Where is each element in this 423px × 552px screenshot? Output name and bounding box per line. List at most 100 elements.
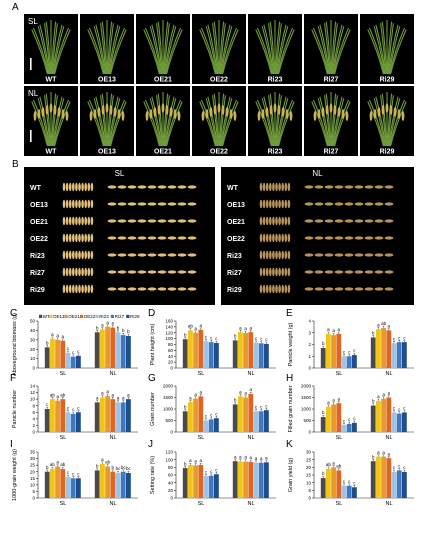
plant-label: Ri29 — [380, 77, 395, 84]
panel-letter: D — [148, 308, 155, 319]
plant-label: OE13 — [98, 77, 116, 84]
y-tick-label: 15 — [306, 473, 312, 478]
y-tick-label: 500 — [165, 418, 173, 423]
y-tick-label: 2000 — [301, 384, 312, 389]
y-tick-label: 5 — [32, 489, 35, 494]
legend-item: WT — [39, 314, 50, 319]
bar — [60, 340, 66, 368]
bar — [182, 468, 188, 498]
significance-label: c — [343, 349, 346, 354]
bar — [396, 413, 402, 432]
row-label: OE13 — [227, 202, 245, 209]
significance-label: a — [200, 458, 203, 463]
bar — [264, 343, 269, 368]
significance-label: a — [200, 323, 203, 328]
y-tick-label: 0 — [170, 430, 173, 435]
bar — [193, 332, 198, 368]
bar — [341, 356, 347, 368]
x-tick-label: SL — [60, 501, 67, 507]
significance-label: a — [194, 459, 197, 464]
x-tick-label: SL — [336, 435, 343, 441]
scale-bar — [30, 130, 32, 142]
panel-letter: H — [286, 373, 293, 384]
bar — [341, 425, 347, 432]
plant-label: WT — [46, 77, 58, 84]
significance-label: b — [122, 328, 125, 333]
x-tick-label: SL — [336, 501, 343, 507]
significance-label: c — [210, 335, 213, 340]
bar — [70, 413, 76, 432]
significance-label: a — [327, 327, 330, 332]
x-tick-label: NL — [109, 501, 116, 507]
grain-photo: SL WT OE13 OE21 OE22 Ri23 Ri27 Ri29 — [24, 167, 215, 305]
significance-label: b — [372, 454, 375, 459]
y-axis-label: Panicle weight (g) — [288, 322, 294, 366]
significance-label: c — [343, 418, 346, 423]
bar — [248, 461, 254, 498]
significance-label: c — [205, 414, 208, 419]
bar — [126, 473, 131, 498]
significance-label: b — [96, 464, 99, 469]
panel-letter: J — [148, 439, 153, 450]
legend-label: OE13 — [53, 314, 65, 319]
significance-label: b — [322, 341, 325, 346]
section-label: SL — [115, 169, 125, 178]
y-tick-label: 2 — [32, 423, 35, 428]
y-tick-label: 30 — [306, 450, 312, 455]
y-tick-label: 4 — [32, 416, 35, 421]
plant-photo: OE13 — [80, 14, 134, 84]
row-label: Ri29 — [227, 287, 242, 294]
significance-label: b — [46, 465, 49, 470]
legend-label: WT — [43, 314, 50, 319]
bar — [352, 422, 357, 432]
bar — [55, 466, 60, 498]
plant-photo: OE21 — [136, 14, 190, 84]
significance-label: a — [117, 396, 120, 401]
bar — [110, 327, 116, 368]
y-tick-label: 1500 — [163, 395, 174, 400]
bar — [208, 342, 214, 368]
bar — [115, 473, 121, 498]
significance-label: a — [377, 394, 380, 399]
plant-photo: OE13 — [80, 86, 134, 156]
significance-label: c — [67, 470, 70, 475]
bar — [336, 333, 342, 368]
bar — [258, 411, 264, 432]
row-label: OE22 — [30, 236, 48, 243]
legend-label: RI23 — [99, 314, 109, 319]
significance-label: b — [46, 340, 49, 345]
x-tick-label: NL — [247, 371, 254, 377]
x-tick-label: NL — [385, 501, 392, 507]
bar — [243, 333, 248, 368]
y-tick-label: 160 — [165, 319, 173, 324]
significance-label: c — [205, 334, 208, 339]
significance-label: a — [388, 451, 391, 456]
bar — [391, 343, 397, 368]
significance-label: c — [393, 336, 396, 341]
x-tick-label: SL — [60, 371, 67, 377]
bar — [120, 471, 126, 498]
panel-letter: F — [10, 373, 16, 384]
significance-label: a — [239, 455, 242, 460]
significance-label: a — [56, 394, 59, 399]
bar — [346, 356, 352, 368]
significance-label: a — [388, 391, 391, 396]
significance-label: a — [332, 460, 335, 465]
significance-label: a — [338, 327, 341, 332]
significance-label: c — [215, 411, 218, 416]
row-label: WT — [227, 185, 239, 192]
bar — [76, 412, 81, 432]
y-tick-label: 0 — [308, 496, 311, 501]
significance-label: a — [338, 396, 341, 401]
y-tick-label: 25 — [306, 457, 312, 462]
significance-label: c — [353, 480, 356, 485]
significance-label: a — [112, 321, 115, 326]
significance-label: ab — [336, 464, 342, 469]
bar — [232, 404, 238, 432]
bar — [258, 462, 264, 498]
y-axis-label: Grain yield (g) — [288, 458, 294, 493]
bar — [326, 468, 331, 498]
x-tick-label: SL — [198, 435, 205, 441]
significance-label: c — [67, 346, 70, 351]
